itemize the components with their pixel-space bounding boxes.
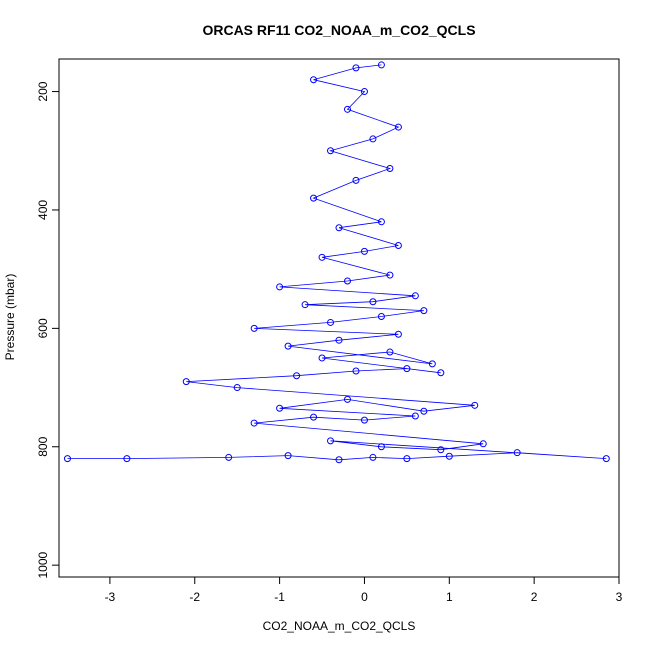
data-point (318, 354, 326, 362)
data-point (352, 64, 360, 72)
data-point (276, 404, 284, 412)
data-point (343, 105, 351, 113)
data-point (386, 271, 394, 279)
data-point (445, 452, 453, 460)
data-point (360, 247, 368, 255)
x-tick-label: 2 (531, 590, 538, 604)
plot-frame (58, 58, 620, 578)
data-point (394, 241, 402, 249)
data-point (369, 453, 377, 461)
data-point (386, 348, 394, 356)
y-tick-label: 1000 (36, 551, 50, 578)
x-tick-label: 1 (446, 590, 453, 604)
y-tick-label: 200 (36, 81, 50, 101)
data-point (310, 194, 318, 202)
data-point (343, 395, 351, 403)
data-point (360, 88, 368, 96)
data-point (250, 419, 258, 427)
data-point (602, 455, 610, 463)
data-point (327, 318, 335, 326)
data-point (377, 443, 385, 451)
x-tick-label: 0 (361, 590, 368, 604)
data-point (284, 342, 292, 350)
chart-title: ORCAS RF11 CO2_NOAA_m_CO2_QCLS (202, 22, 475, 38)
x-tick-label: -3 (105, 590, 116, 604)
data-point (369, 135, 377, 143)
data-point (318, 253, 326, 261)
series-line (67, 64, 607, 461)
data-point (327, 147, 335, 155)
data-point (386, 165, 394, 173)
data-point (335, 456, 343, 464)
x-axis-label: CO2_NOAA_m_CO2_QCLS (263, 619, 416, 633)
data-point (420, 307, 428, 315)
data-point (182, 378, 190, 386)
data-point (360, 416, 368, 424)
data-point (233, 384, 241, 392)
data-point (377, 218, 385, 226)
data-point (293, 372, 301, 380)
data-point (437, 369, 445, 377)
data-point (377, 313, 385, 321)
data-point (394, 330, 402, 338)
data-point (284, 452, 292, 460)
x-axis: -3 -2 -1 0 1 2 3 (105, 576, 623, 604)
data-point (225, 453, 233, 461)
data-point (420, 407, 428, 415)
data-point (428, 360, 436, 368)
data-point (377, 61, 385, 69)
data-point (123, 455, 131, 463)
y-tick-label: 600 (36, 318, 50, 338)
x-tick-label: 3 (616, 590, 623, 604)
x-tick-label: -2 (189, 590, 200, 604)
data-point (411, 412, 419, 420)
data-point (437, 446, 445, 454)
data-point (513, 449, 521, 457)
y-axis-label: Pressure (mbar) (3, 274, 17, 361)
data-point (369, 298, 377, 306)
data-point (327, 437, 335, 445)
data-point (394, 123, 402, 131)
data-point (403, 455, 411, 463)
data-point (310, 76, 318, 84)
data-point (63, 455, 71, 463)
y-tick-label: 400 (36, 200, 50, 220)
y-tick-label: 800 (36, 436, 50, 456)
data-layer (63, 61, 610, 464)
data-point (335, 224, 343, 232)
data-point (411, 292, 419, 300)
data-point (471, 401, 479, 409)
data-point (352, 176, 360, 184)
y-axis: 200 400 600 800 1000 (36, 81, 60, 579)
data-point (250, 324, 258, 332)
data-point (335, 336, 343, 344)
data-point (403, 365, 411, 373)
data-point (479, 440, 487, 448)
data-point (343, 277, 351, 285)
data-point (310, 413, 318, 421)
data-point (276, 283, 284, 291)
data-point (352, 367, 360, 375)
data-point (301, 301, 309, 309)
x-tick-label: -1 (274, 590, 285, 604)
